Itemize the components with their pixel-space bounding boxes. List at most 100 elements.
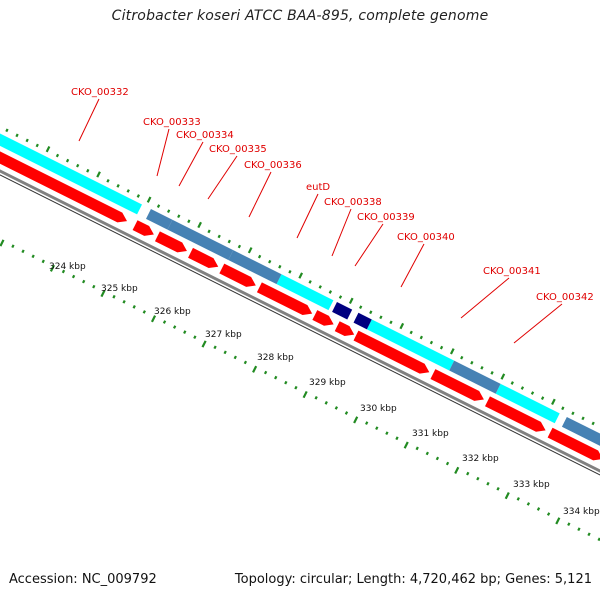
accession-text: Accession: NC_009792 [9,572,157,587]
outer-tick [359,305,363,310]
outer-tick [449,348,455,355]
cog-segment [276,274,334,311]
inner-tick [375,426,379,430]
axis-tick-label: 332 kbp [462,454,499,464]
inner-tick [183,330,187,334]
outer-tick [500,373,506,380]
cds-arrow [188,247,219,269]
inner-tick [567,522,571,526]
inner-tick [546,512,551,516]
inner-tick [162,320,167,324]
label-leader-line [296,193,319,239]
outer-tick [551,398,556,406]
cds-arrow [219,263,256,287]
inner-tick [284,380,288,385]
inner-tick [213,345,217,350]
inner-tick [344,411,349,415]
inner-tick [365,421,369,425]
cds-arrow [256,282,313,316]
outer-tick [278,264,282,269]
outer-tick [530,391,535,395]
inner-tick [172,325,177,329]
outer-tick [338,295,343,299]
outer-tick [419,335,423,340]
outer-tick [15,133,19,138]
gene-label: CKO_00338 [324,197,382,208]
outer-tick [76,163,80,168]
outer-tick [217,234,221,239]
inner-tick [41,259,45,264]
map-title: Citrobacter koseri ATCC BAA-895, complet… [111,8,489,24]
inner-tick [223,350,227,355]
gene-label: CKO_00333 [143,117,201,128]
gene-label: CKO_00340 [397,232,455,243]
axis-tick-label: 324 kbp [49,262,86,272]
outer-tick [409,330,413,335]
outer-tick [480,365,484,370]
outer-tick [348,297,354,304]
inner-tick [334,406,339,410]
label-leader-line [78,98,100,142]
cds-arrow [132,220,154,236]
axis-tick-label: 327 kbp [205,330,242,340]
backbone-shadow [0,174,600,476]
cog-segment [495,383,560,424]
cds-arrow [312,310,334,326]
inner-tick [395,436,399,441]
outer-tick [247,247,253,254]
outer-tick [227,239,231,244]
label-leader-line [513,303,563,344]
inner-tick [496,486,500,491]
inner-tick [82,279,86,284]
inner-tick [0,239,5,247]
outer-tick [298,272,304,279]
inner-tick [577,527,581,532]
gene-labels: CKO_00332 CKO_00333 CKO_00334 CKO_00335 CKO_… [71,87,594,303]
outer-tick [328,290,333,294]
axis-tick-label: 328 kbp [257,353,294,363]
axis-tick-label: 329 kbp [309,378,346,388]
cog-segment [332,302,353,320]
outer-tick [490,371,494,375]
outer-tick [561,406,565,411]
label-leader-line [248,171,272,218]
outer-tick [25,138,29,143]
inner-tick [454,466,460,474]
inner-tick [403,441,409,449]
outer-tick [369,310,373,315]
inner-tick [193,335,197,340]
label-leader-line [460,277,510,319]
inner-tick [122,299,126,304]
axis-tick-label: 326 kbp [154,307,191,317]
outer-tick [126,189,130,193]
outer-tick [86,168,90,173]
gene-label: CKO_00336 [244,160,302,171]
inner-tick [385,431,389,436]
inner-tick [486,481,490,486]
cog-segment [353,312,372,330]
inner-tick [435,456,440,461]
inner-tick [243,360,248,365]
outer-tick [197,221,202,229]
inner-tick [49,264,56,272]
outer-tick [268,259,272,264]
axis-tick-label: 330 kbp [360,404,397,414]
outer-tick [55,153,60,158]
cds-arrow [353,330,430,374]
outer-tick [288,269,292,274]
inner-tick [150,315,157,323]
cog-segment [449,360,501,394]
label-leader-line [400,243,425,288]
outer-tick [237,244,242,249]
outer-tick [96,171,101,178]
outer-tick [591,421,595,426]
outer-tick [166,209,171,213]
inner-tick [555,517,561,525]
inner-tick [142,310,146,314]
outer-tick [439,345,444,350]
topology-text: Topology: circular; Length: 4,720,462 bp… [234,572,592,587]
inner-tick [92,284,96,289]
label-leader-line [354,223,384,267]
gene-label: CKO_00339 [357,212,415,223]
